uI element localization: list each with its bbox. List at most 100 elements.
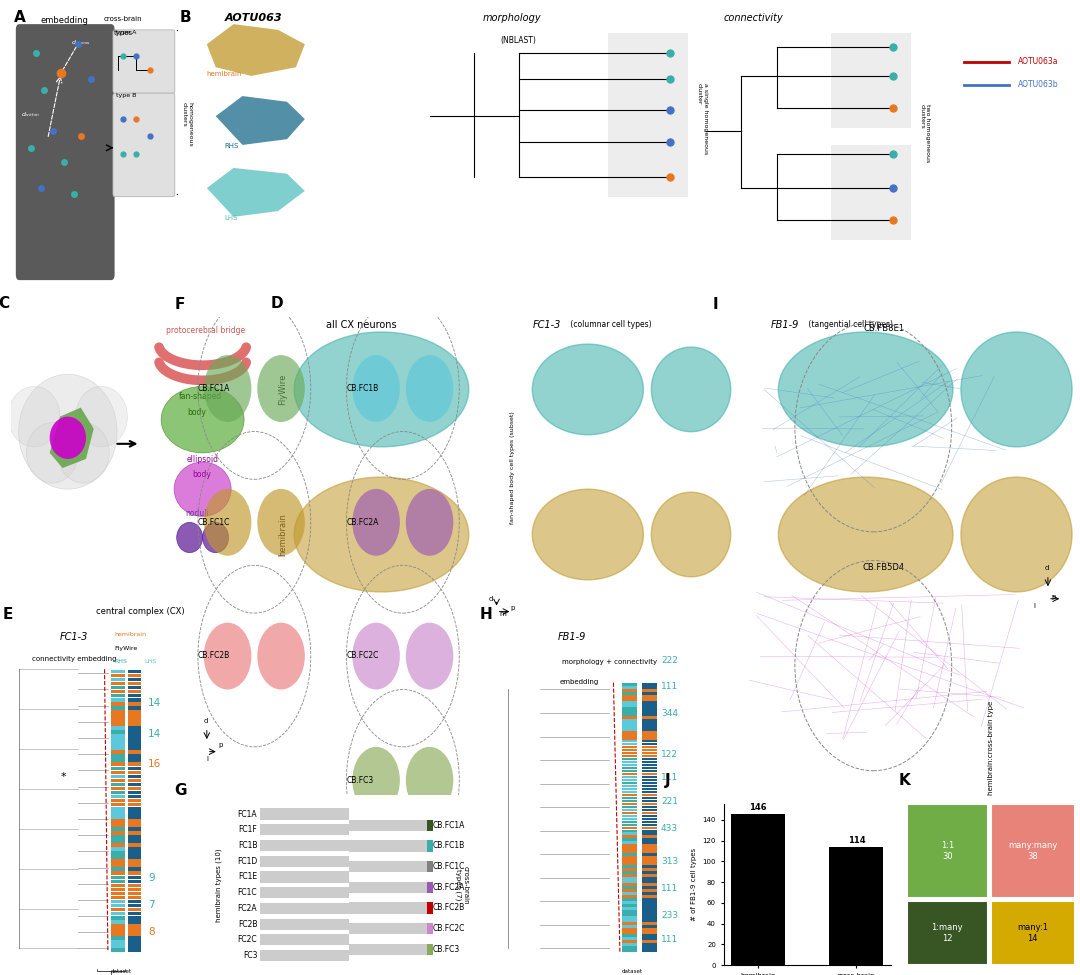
Bar bbox=[127, 674, 141, 678]
Bar bbox=[127, 827, 141, 831]
Bar bbox=[622, 898, 637, 901]
Bar bbox=[622, 755, 637, 758]
Bar bbox=[427, 881, 432, 893]
Bar bbox=[642, 856, 657, 859]
Bar bbox=[642, 785, 657, 788]
Bar bbox=[111, 811, 124, 814]
Bar bbox=[127, 936, 141, 940]
Text: l: l bbox=[207, 757, 208, 762]
Text: CB.FC1B: CB.FC1B bbox=[432, 841, 464, 850]
Text: CB.FB8E1: CB.FB8E1 bbox=[864, 325, 904, 333]
Bar bbox=[111, 685, 124, 689]
Ellipse shape bbox=[532, 489, 644, 580]
Bar bbox=[622, 833, 637, 836]
Text: CB.FC3: CB.FC3 bbox=[347, 775, 374, 785]
Bar bbox=[111, 815, 124, 819]
Bar bbox=[642, 760, 657, 763]
Circle shape bbox=[57, 423, 109, 484]
Text: type B: type B bbox=[117, 94, 137, 98]
Text: CB.FC2A: CB.FC2A bbox=[347, 518, 379, 526]
Text: d: d bbox=[1044, 566, 1049, 571]
Bar bbox=[831, 33, 910, 128]
Bar bbox=[642, 707, 657, 710]
Text: CB.FB5D4: CB.FB5D4 bbox=[863, 564, 905, 572]
Bar bbox=[642, 949, 657, 952]
Bar bbox=[111, 738, 124, 742]
Bar bbox=[642, 719, 657, 722]
Text: F: F bbox=[174, 297, 185, 312]
Bar bbox=[622, 776, 637, 778]
Text: K: K bbox=[899, 773, 910, 788]
Bar bbox=[622, 895, 637, 898]
Bar bbox=[127, 823, 141, 827]
Bar bbox=[111, 742, 124, 746]
Bar bbox=[622, 937, 637, 940]
Bar bbox=[111, 770, 124, 774]
Bar bbox=[907, 804, 987, 898]
Bar bbox=[127, 795, 141, 799]
Bar bbox=[127, 799, 141, 802]
Bar bbox=[642, 746, 657, 749]
Text: 433: 433 bbox=[661, 824, 678, 833]
Bar bbox=[642, 863, 657, 865]
Bar bbox=[642, 763, 657, 766]
Bar bbox=[127, 670, 141, 674]
Text: 14: 14 bbox=[148, 728, 161, 738]
Bar bbox=[127, 932, 141, 936]
Ellipse shape bbox=[532, 344, 644, 435]
Text: 7: 7 bbox=[148, 900, 154, 910]
Bar bbox=[642, 704, 657, 707]
Bar bbox=[127, 718, 141, 722]
Bar bbox=[111, 892, 124, 895]
Bar bbox=[642, 908, 657, 910]
Bar bbox=[350, 923, 427, 934]
Bar bbox=[111, 843, 124, 847]
Text: CB.FC1B: CB.FC1B bbox=[347, 384, 379, 393]
Bar bbox=[622, 824, 637, 826]
Bar bbox=[111, 755, 124, 758]
Bar bbox=[642, 833, 657, 836]
Bar bbox=[642, 937, 657, 940]
Bar bbox=[990, 804, 1075, 898]
Bar bbox=[111, 751, 124, 754]
Bar bbox=[260, 934, 350, 946]
Bar bbox=[622, 914, 637, 916]
Bar bbox=[642, 919, 657, 922]
Text: body: body bbox=[192, 470, 211, 479]
Ellipse shape bbox=[257, 355, 305, 422]
Bar bbox=[622, 931, 637, 934]
Text: I: I bbox=[713, 297, 718, 312]
Bar bbox=[622, 698, 637, 701]
Bar bbox=[622, 794, 637, 797]
Bar bbox=[111, 702, 124, 706]
Bar bbox=[622, 740, 637, 743]
Bar bbox=[622, 869, 637, 871]
Text: 146: 146 bbox=[750, 802, 767, 811]
Bar bbox=[622, 863, 637, 865]
Ellipse shape bbox=[257, 623, 305, 689]
Bar bbox=[731, 814, 785, 965]
Circle shape bbox=[203, 523, 229, 553]
Bar bbox=[622, 734, 637, 736]
Bar bbox=[622, 856, 637, 859]
Bar bbox=[260, 887, 350, 898]
Ellipse shape bbox=[779, 332, 953, 447]
Text: hemibrain:cross-brain type: hemibrain:cross-brain type bbox=[988, 700, 994, 795]
Text: FlyWire: FlyWire bbox=[279, 373, 287, 405]
Bar bbox=[111, 795, 124, 799]
Bar bbox=[642, 686, 657, 688]
Bar bbox=[127, 726, 141, 729]
Bar bbox=[111, 872, 124, 876]
Bar bbox=[127, 879, 141, 883]
Bar bbox=[260, 903, 350, 914]
Bar bbox=[622, 722, 637, 724]
Bar bbox=[127, 783, 141, 786]
Bar bbox=[127, 864, 141, 867]
Bar bbox=[127, 811, 141, 814]
Text: types: types bbox=[113, 30, 133, 36]
Bar bbox=[642, 841, 657, 844]
Bar bbox=[642, 875, 657, 878]
Bar bbox=[127, 759, 141, 762]
Text: homogeneous
clusters: homogeneous clusters bbox=[181, 102, 192, 147]
Bar bbox=[111, 759, 124, 762]
